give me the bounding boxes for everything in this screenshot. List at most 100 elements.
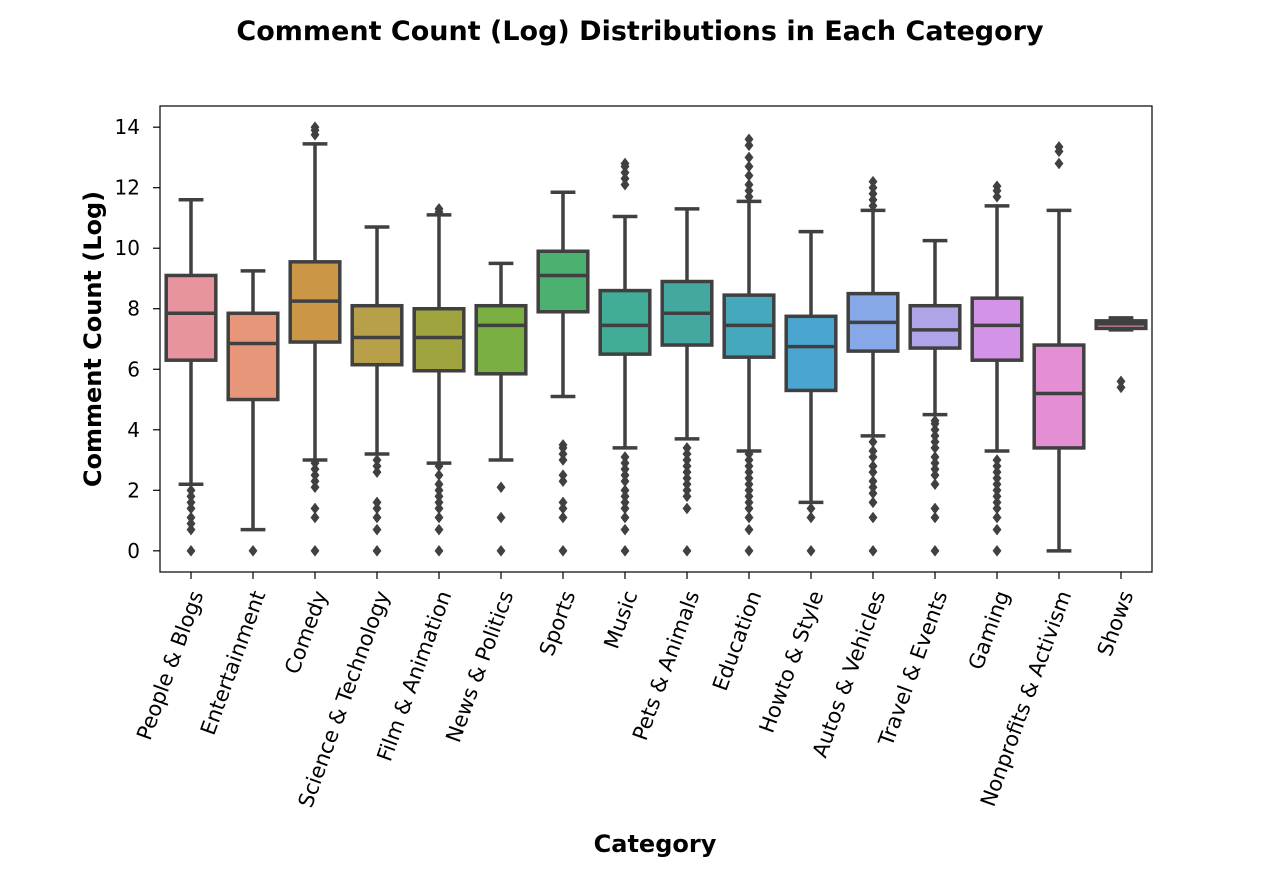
box-8 xyxy=(660,207,714,557)
y-axis-label: Comment Count (Log) xyxy=(79,191,107,487)
outlier-point xyxy=(496,544,506,557)
outlier-point xyxy=(620,469,630,482)
outlier-point xyxy=(434,203,444,215)
outlier-point xyxy=(186,502,196,515)
box-11 xyxy=(846,175,900,557)
outlier-point xyxy=(434,496,444,509)
y-tick-label: 8 xyxy=(127,297,140,321)
outlier-point xyxy=(682,490,692,503)
outlier-point xyxy=(620,502,630,515)
chart-title: Comment Count (Log) Distributions in Eac… xyxy=(236,16,1044,47)
outlier-point xyxy=(682,442,692,454)
outlier-point xyxy=(434,511,444,524)
outlier-point xyxy=(868,175,878,188)
outlier-point xyxy=(620,490,630,503)
outlier-point xyxy=(868,187,878,200)
outlier-point xyxy=(992,454,1002,466)
outlier-point xyxy=(992,484,1002,497)
outlier-point xyxy=(682,454,692,466)
outlier-point xyxy=(186,517,196,530)
outlier-point xyxy=(992,466,1002,479)
outlier-point xyxy=(620,451,630,463)
outlier-point xyxy=(992,460,1002,472)
outlier-point xyxy=(930,442,940,454)
y-tick-label: 12 xyxy=(115,176,140,200)
outlier-point xyxy=(744,133,754,146)
outlier-point xyxy=(620,172,630,185)
outlier-point xyxy=(620,475,630,488)
outlier-point xyxy=(744,160,754,173)
x-tick-label: Entertainment xyxy=(196,588,270,739)
outlier-point xyxy=(744,544,754,557)
outlier-point xyxy=(930,423,940,436)
iqr-box xyxy=(598,288,652,356)
outlier-point xyxy=(682,502,692,515)
outlier-point xyxy=(930,463,940,475)
outlier-point xyxy=(310,511,320,524)
outlier-point xyxy=(930,451,940,463)
outlier-point xyxy=(992,180,1002,193)
outlier-point xyxy=(372,466,382,479)
outlier-point xyxy=(992,544,1002,557)
outlier-point xyxy=(868,511,878,524)
box-9 xyxy=(722,133,776,557)
outlier-point xyxy=(496,511,506,524)
outlier-point xyxy=(744,484,754,497)
box-7 xyxy=(598,157,652,557)
outlier-point xyxy=(434,544,444,557)
outlier-point xyxy=(434,502,444,515)
outlier-point xyxy=(372,454,382,466)
outlier-point xyxy=(868,445,878,457)
outlier-point xyxy=(434,478,444,491)
outlier-point xyxy=(558,439,568,451)
outlier-point xyxy=(682,478,692,491)
outlier-point xyxy=(806,544,816,557)
outlier-point xyxy=(310,544,320,557)
box-13 xyxy=(970,180,1024,557)
outlier-point xyxy=(1054,157,1064,170)
x-tick-label: Travel & Events xyxy=(874,588,953,751)
outlier-point xyxy=(558,475,568,488)
outlier-point xyxy=(186,484,196,497)
outlier-point xyxy=(1116,375,1126,388)
iqr-box xyxy=(970,296,1024,362)
y-axis: 0 2 4 6 8 10 12 14 xyxy=(115,115,160,563)
x-tick-label: Education xyxy=(708,588,766,694)
outlier-point xyxy=(744,460,754,472)
outlier-point xyxy=(372,502,382,515)
outlier-point xyxy=(620,523,630,536)
outlier-point xyxy=(868,460,878,472)
outlier-point xyxy=(310,469,320,482)
box-5 xyxy=(474,261,528,557)
box-1 xyxy=(226,269,280,557)
outlier-point xyxy=(186,496,196,509)
x-tick-label: Sports xyxy=(535,588,581,659)
box-3 xyxy=(350,225,404,557)
outlier-point xyxy=(186,511,196,524)
box-0 xyxy=(164,198,218,557)
outlier-point xyxy=(558,448,568,460)
x-tick-label: Pets & Animals xyxy=(628,588,704,744)
outlier-point xyxy=(620,544,630,557)
x-tick-label: News & Politics xyxy=(441,588,518,746)
box-12 xyxy=(908,238,962,557)
outlier-point xyxy=(310,463,320,475)
outlier-point xyxy=(992,523,1002,536)
outlier-point xyxy=(744,139,754,152)
iqr-box xyxy=(1032,343,1086,450)
outlier-point xyxy=(992,511,1002,524)
outlier-point xyxy=(744,511,754,524)
outlier-point xyxy=(186,544,196,557)
outlier-point xyxy=(434,523,444,536)
outlier-point xyxy=(682,472,692,485)
outlier-point xyxy=(186,523,196,536)
x-tick-label: Gaming xyxy=(964,588,1015,673)
outlier-point xyxy=(744,496,754,509)
iqr-box xyxy=(784,314,838,393)
outlier-point xyxy=(930,457,940,469)
outlier-point xyxy=(310,121,320,134)
outlier-point xyxy=(930,469,940,482)
outlier-point xyxy=(620,457,630,469)
outlier-point xyxy=(620,484,630,497)
